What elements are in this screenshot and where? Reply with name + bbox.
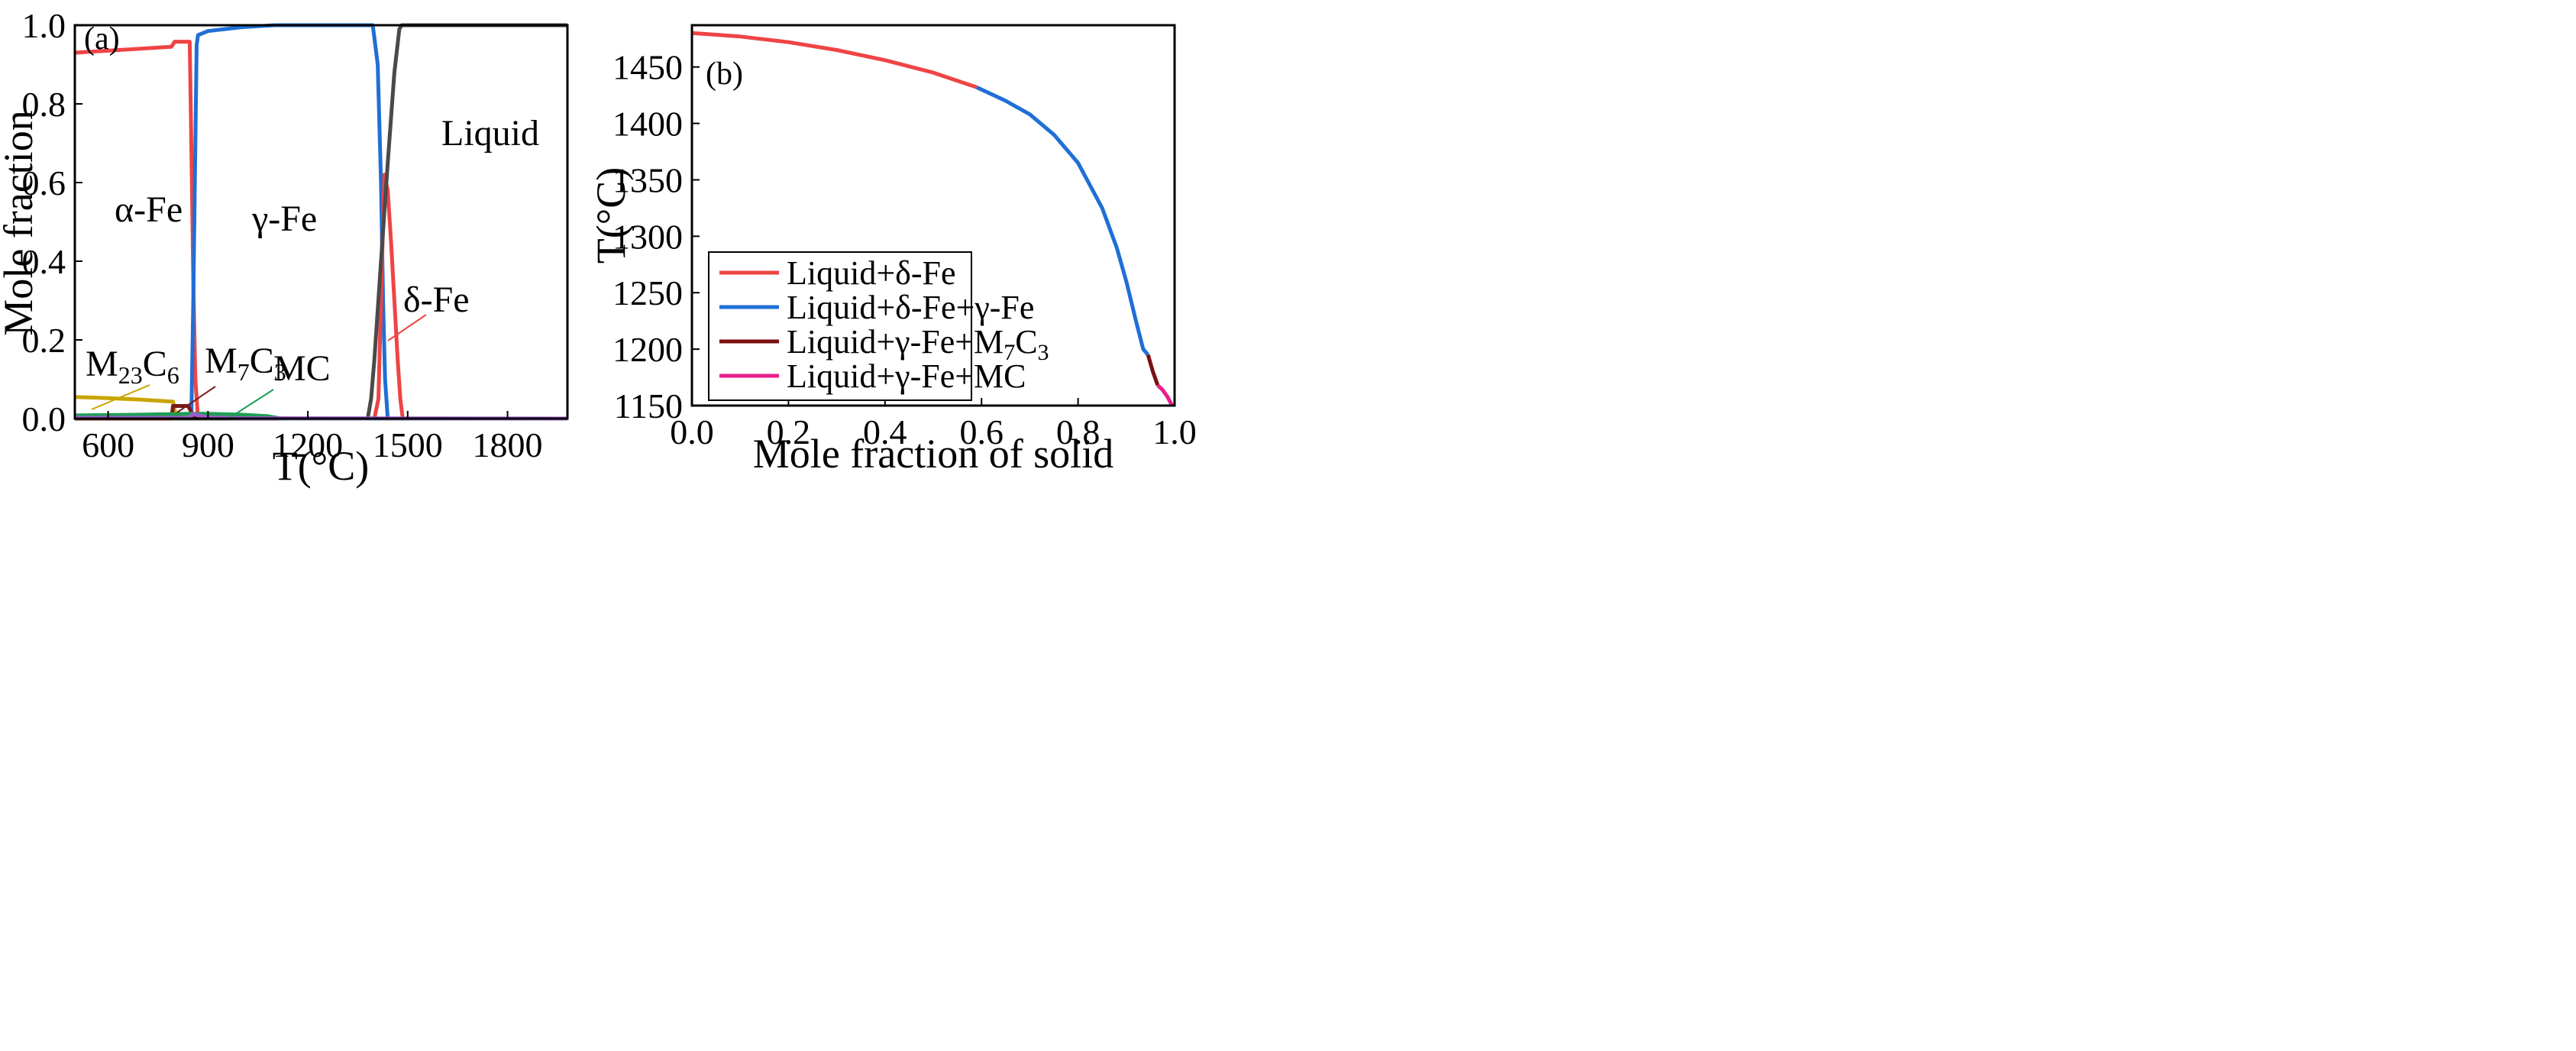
panel-a-series-line-4	[74, 395, 180, 419]
panel-a-plot-frame	[73, 24, 569, 420]
panel-b-y-tick-label-3: 1300	[612, 217, 683, 256]
panel-b-x-tick-label-2: 0.4	[863, 412, 907, 451]
panel-b-series-line-0	[691, 31, 978, 89]
panel-b-x-tick-label-4: 0.8	[1056, 412, 1101, 451]
panel-a-x-tick-label-2: 1200	[273, 425, 343, 464]
panel-b-y-tick-label-5: 1400	[612, 105, 683, 144]
panel-a-x-tick-label-4: 1800	[473, 425, 543, 464]
panel-a-ticks: 600 900 1200 1500 1800 0.0 0.2 0.4 0.6 0.8 1.0	[22, 6, 543, 464]
panel-b-x-axis-label: Mole fraction of solid	[753, 431, 1113, 477]
panel-a-y-axis-label: Mole fraction	[0, 110, 41, 335]
leader-line-delta-fe	[387, 314, 427, 341]
annotation-m23c6: M23C6	[86, 344, 179, 389]
panel-a-y-tick-label-2: 0.4	[22, 242, 66, 281]
annotation-liquid: Liquid	[441, 113, 539, 154]
panel-a-x-axis-label: T(°C)	[273, 443, 370, 489]
panel-b-y-tick-label-2: 1250	[612, 273, 683, 312]
panel-b-ticks: 0.0 0.2 0.4 0.6 0.8 1.0 1150 1200 1250 1300 1350 14…	[612, 48, 1197, 451]
panel-b-series-line-2	[1146, 354, 1160, 386]
panel-a-series-line-2	[372, 173, 567, 421]
panel-b-y-axis-label: T(°C)	[588, 167, 634, 264]
legend-label-3: Liquid+γ-Fe+MC	[787, 357, 1026, 395]
panel-b-series-line-3	[1156, 383, 1175, 407]
legend-label-1: Liquid+δ-Fe+γ-Fe	[787, 289, 1034, 326]
panel-b-x-tick-label-5: 1.0	[1152, 412, 1197, 451]
panel-b-series	[691, 31, 1175, 407]
leader-line-m23c6	[91, 384, 150, 410]
annotation-delta-fe: δ-Fe	[403, 280, 470, 320]
panel-b-x-tick-label-1: 0.2	[767, 412, 811, 451]
panel-b-label: (b)	[706, 57, 743, 92]
panel-a-y-tick-label-1: 0.2	[22, 321, 66, 360]
panel-b-y-tick-label-6: 1450	[612, 48, 683, 87]
panel-b-y-tick-label-1: 1200	[612, 330, 683, 369]
panel-a-x-tick-label-3: 1500	[373, 425, 443, 464]
panel-a-series-line-0	[74, 40, 200, 419]
legend-label-0: Liquid+δ-Fe	[787, 254, 956, 292]
panel-a-y-tick-label-3: 0.6	[22, 163, 66, 202]
chart-panel-b: 0.0 0.2 0.4 0.6 0.8 1.0 1150 1200 1250 1300 1350 14…	[588, 24, 1197, 477]
annotation-m7c3: M7C3	[205, 341, 286, 386]
panel-b-y-tick-label-0: 1150	[614, 386, 683, 425]
leader-line-m7c3	[176, 386, 216, 413]
annotation-mc: MC	[273, 348, 331, 389]
panel-a-y-tick-label-4: 0.8	[22, 85, 66, 124]
panel-a-label: (a)	[84, 21, 120, 57]
panel-a-y-tick-label-5: 1.0	[22, 6, 66, 45]
annotation-gamma-fe: γ-Fe	[251, 199, 317, 239]
panel-b-x-tick-label-3: 0.6	[959, 412, 1004, 451]
leader-line-mc	[230, 389, 274, 418]
legend-label-2: Liquid+γ-Fe+M7C3	[787, 323, 1049, 365]
panel-a-x-tick-label-1: 900	[182, 425, 234, 464]
panel-b-y-tick-label-4: 1350	[612, 160, 683, 199]
panel-a-y-tick-label-0: 0.0	[22, 399, 66, 438]
panel-b-series-line-1	[975, 86, 1150, 357]
panel-b-legend: Liquid+δ-Fe Liquid+δ-Fe+γ-Fe Liquid+γ-Fe…	[708, 251, 1049, 401]
panel-a-x-tick-label-0: 600	[82, 425, 134, 464]
annotation-alpha-fe: α-Fe	[115, 189, 183, 230]
panel-b-plot-frame	[690, 24, 1176, 407]
chart-panel-a: 600 900 1200 1500 1800 0.0 0.2 0.4 0.6 0.8 1.0 (a)…	[0, 6, 569, 489]
panel-b-x-tick-label-0: 0.0	[670, 412, 714, 451]
